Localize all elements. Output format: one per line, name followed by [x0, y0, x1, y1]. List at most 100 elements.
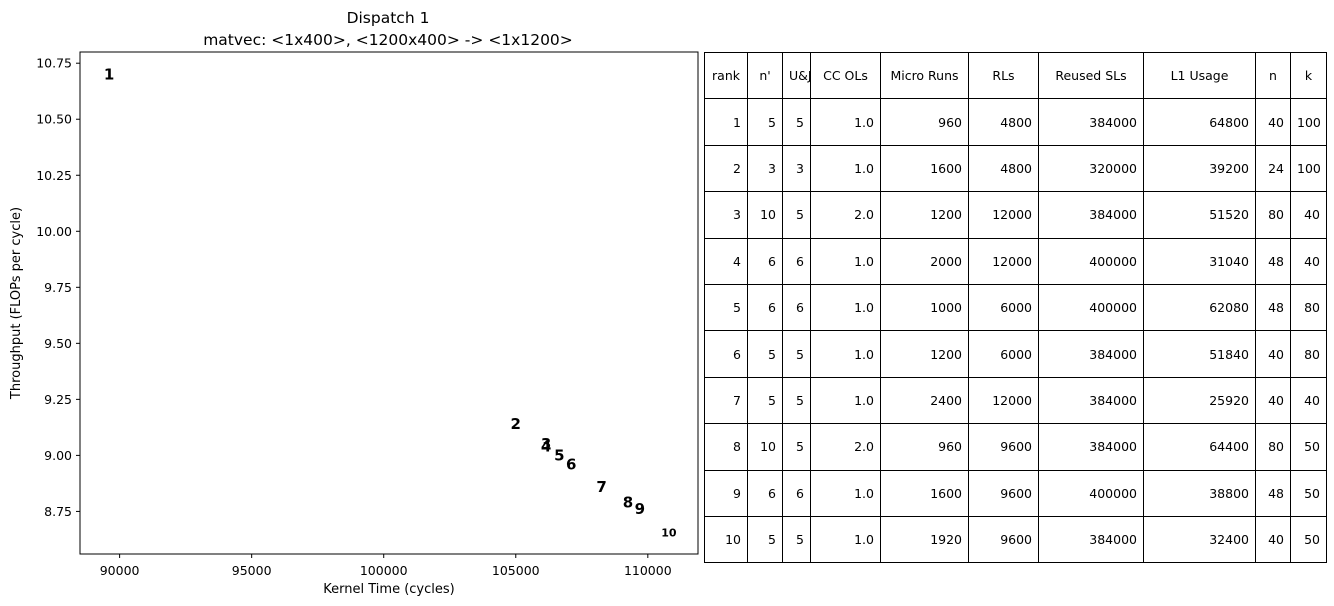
- table-cell: 40: [1290, 191, 1327, 239]
- table-cell: 1.0: [810, 98, 881, 146]
- table-row: 3 10 5 2.0 1200 12000 384000 51520 80 40: [704, 191, 1327, 239]
- data-point-label: 1: [104, 65, 114, 83]
- table-cell: 40: [1255, 515, 1291, 564]
- table-cell: 960: [880, 423, 969, 471]
- x-axis-label: Kernel Time (cycles): [323, 582, 454, 597]
- y-tick-label: 10.75: [36, 56, 72, 71]
- scatter-chart: Dispatch 1 matvec: <1x400>, <1200x400> -…: [9, 9, 699, 597]
- table-cell: 1920: [880, 515, 969, 564]
- y-tick-label: 9.50: [44, 336, 72, 351]
- table-cell: 80: [1290, 330, 1327, 378]
- table-cell: 960: [880, 98, 969, 146]
- table-cell: 24: [1255, 144, 1291, 193]
- table-row: 5 6 6 1.0 1000 6000 400000 62080 48 80: [704, 283, 1327, 332]
- table-cell: 400000: [1038, 469, 1144, 517]
- table-cell: 6: [782, 283, 811, 332]
- y-axis-label: Throughput (FLOPs per cycle): [9, 207, 24, 400]
- y-tick-label: 10.25: [36, 168, 72, 183]
- x-tick-label: 100000: [360, 563, 408, 578]
- table-cell: 10: [704, 515, 748, 564]
- x-tick-label: 110000: [624, 563, 672, 578]
- table-cell: 50: [1290, 515, 1327, 564]
- table-cell: 5: [747, 330, 783, 378]
- table-cell: 1200: [880, 191, 969, 239]
- table-cell: 1: [704, 98, 748, 146]
- table-cell: 400000: [1038, 283, 1144, 332]
- x-tick-label: 105000: [492, 563, 540, 578]
- table-cell: 5: [782, 423, 811, 471]
- table-row: 7 5 5 1.0 2400 12000 384000 25920 40 40: [704, 376, 1327, 425]
- table-cell: 80: [1290, 283, 1327, 332]
- table-cell: 48: [1255, 469, 1291, 517]
- y-axis: 8.75 9.00 9.25 9.50 9.75 10.00 10.25 10.50 10.75: [36, 56, 80, 519]
- table-cell: 6000: [968, 283, 1039, 332]
- table-body: 1 5 5 1.0 960 4800 384000 64800 40 100 2 3 3 1.0 1600 4…: [704, 98, 1327, 564]
- table-cell: 1000: [880, 283, 969, 332]
- table-cell: 4800: [968, 98, 1039, 146]
- table-cell: 4: [704, 237, 748, 285]
- table-cell: 2.0: [810, 423, 881, 471]
- table-cell: 2: [704, 144, 748, 193]
- table-header-cell: CC OLs: [810, 51, 881, 100]
- table-row: 6 5 5 1.0 1200 6000 384000 51840 40 80: [704, 330, 1327, 378]
- table-header-cell: Reused SLs: [1038, 51, 1144, 100]
- x-tick-label: 95000: [232, 563, 272, 578]
- table-cell: 2000: [880, 237, 969, 285]
- data-points: 1 2 34 5 6 78 9 10: [104, 65, 677, 539]
- table-header-cell: L1 Usage: [1143, 51, 1256, 100]
- table-cell: 3: [782, 144, 811, 193]
- table-cell: 10: [747, 191, 783, 239]
- table-cell: 9600: [968, 469, 1039, 517]
- table-cell: 31040: [1143, 237, 1256, 285]
- table-cell: 1200: [880, 330, 969, 378]
- table-cell: 384000: [1038, 98, 1144, 146]
- table-cell: 1600: [880, 469, 969, 517]
- table-header-cell: U&J: [782, 51, 811, 100]
- y-tick-label: 9.00: [44, 448, 72, 463]
- table-cell: 9: [704, 469, 748, 517]
- table-cell: 40: [1290, 376, 1327, 425]
- table-cell: 1.0: [810, 515, 881, 564]
- chart-subtitle: matvec: <1x400>, <1200x400> -> <1x1200>: [203, 31, 573, 49]
- x-axis: 90000 95000 100000 105000 110000: [100, 554, 672, 578]
- table-row: 9 6 6 1.0 1600 9600 400000 38800 48 50: [704, 469, 1327, 517]
- table-cell: 51840: [1143, 330, 1256, 378]
- table-row: 1 5 5 1.0 960 4800 384000 64800 40 100: [704, 98, 1327, 146]
- table-cell: 384000: [1038, 376, 1144, 425]
- table-cell: 5: [782, 330, 811, 378]
- y-tick-label: 9.75: [44, 280, 72, 295]
- table-cell: 9600: [968, 423, 1039, 471]
- y-tick-label: 8.75: [44, 504, 72, 519]
- table-cell: 100: [1290, 144, 1327, 193]
- table-row: 4 6 6 1.0 2000 12000 400000 31040 48 40: [704, 237, 1327, 285]
- table-cell: 400000: [1038, 237, 1144, 285]
- table-cell: 384000: [1038, 515, 1144, 564]
- table-row: 10 5 5 1.0 1920 9600 384000 32400 40 50: [704, 515, 1327, 564]
- table-cell: 40: [1255, 376, 1291, 425]
- table-cell: 80: [1255, 191, 1291, 239]
- table-row: 2 3 3 1.0 1600 4800 320000 39200 24 100: [704, 144, 1327, 193]
- table-cell: 40: [1255, 98, 1291, 146]
- table-cell: 5: [747, 515, 783, 564]
- table-cell: 1.0: [810, 237, 881, 285]
- table-cell: 1.0: [810, 144, 881, 193]
- table-cell: 6: [747, 237, 783, 285]
- chart-title: Dispatch 1: [347, 9, 430, 27]
- table-header-row: rank n' U&J CC OLs Micro Runs RLs Reused SLs L1…: [704, 51, 1327, 100]
- table-cell: 10: [747, 423, 783, 471]
- table-cell: 1.0: [810, 283, 881, 332]
- y-tick-label: 9.25: [44, 392, 72, 407]
- table-header-cell: k: [1290, 51, 1327, 100]
- data-point-label: 4: [541, 437, 551, 455]
- data-point-label: 2: [511, 415, 521, 433]
- data-point-label: 3: [541, 435, 551, 453]
- table-cell: 384000: [1038, 423, 1144, 471]
- table-cell: 6: [704, 330, 748, 378]
- table-cell: 48: [1255, 237, 1291, 285]
- results-table: rank n' U&J CC OLs Micro Runs RLs Reused SLs L1…: [704, 51, 1327, 564]
- table-cell: 8: [704, 423, 748, 471]
- table-cell: 5: [747, 98, 783, 146]
- table-cell: 12000: [968, 191, 1039, 239]
- table-cell: 5: [704, 283, 748, 332]
- table-cell: 25920: [1143, 376, 1256, 425]
